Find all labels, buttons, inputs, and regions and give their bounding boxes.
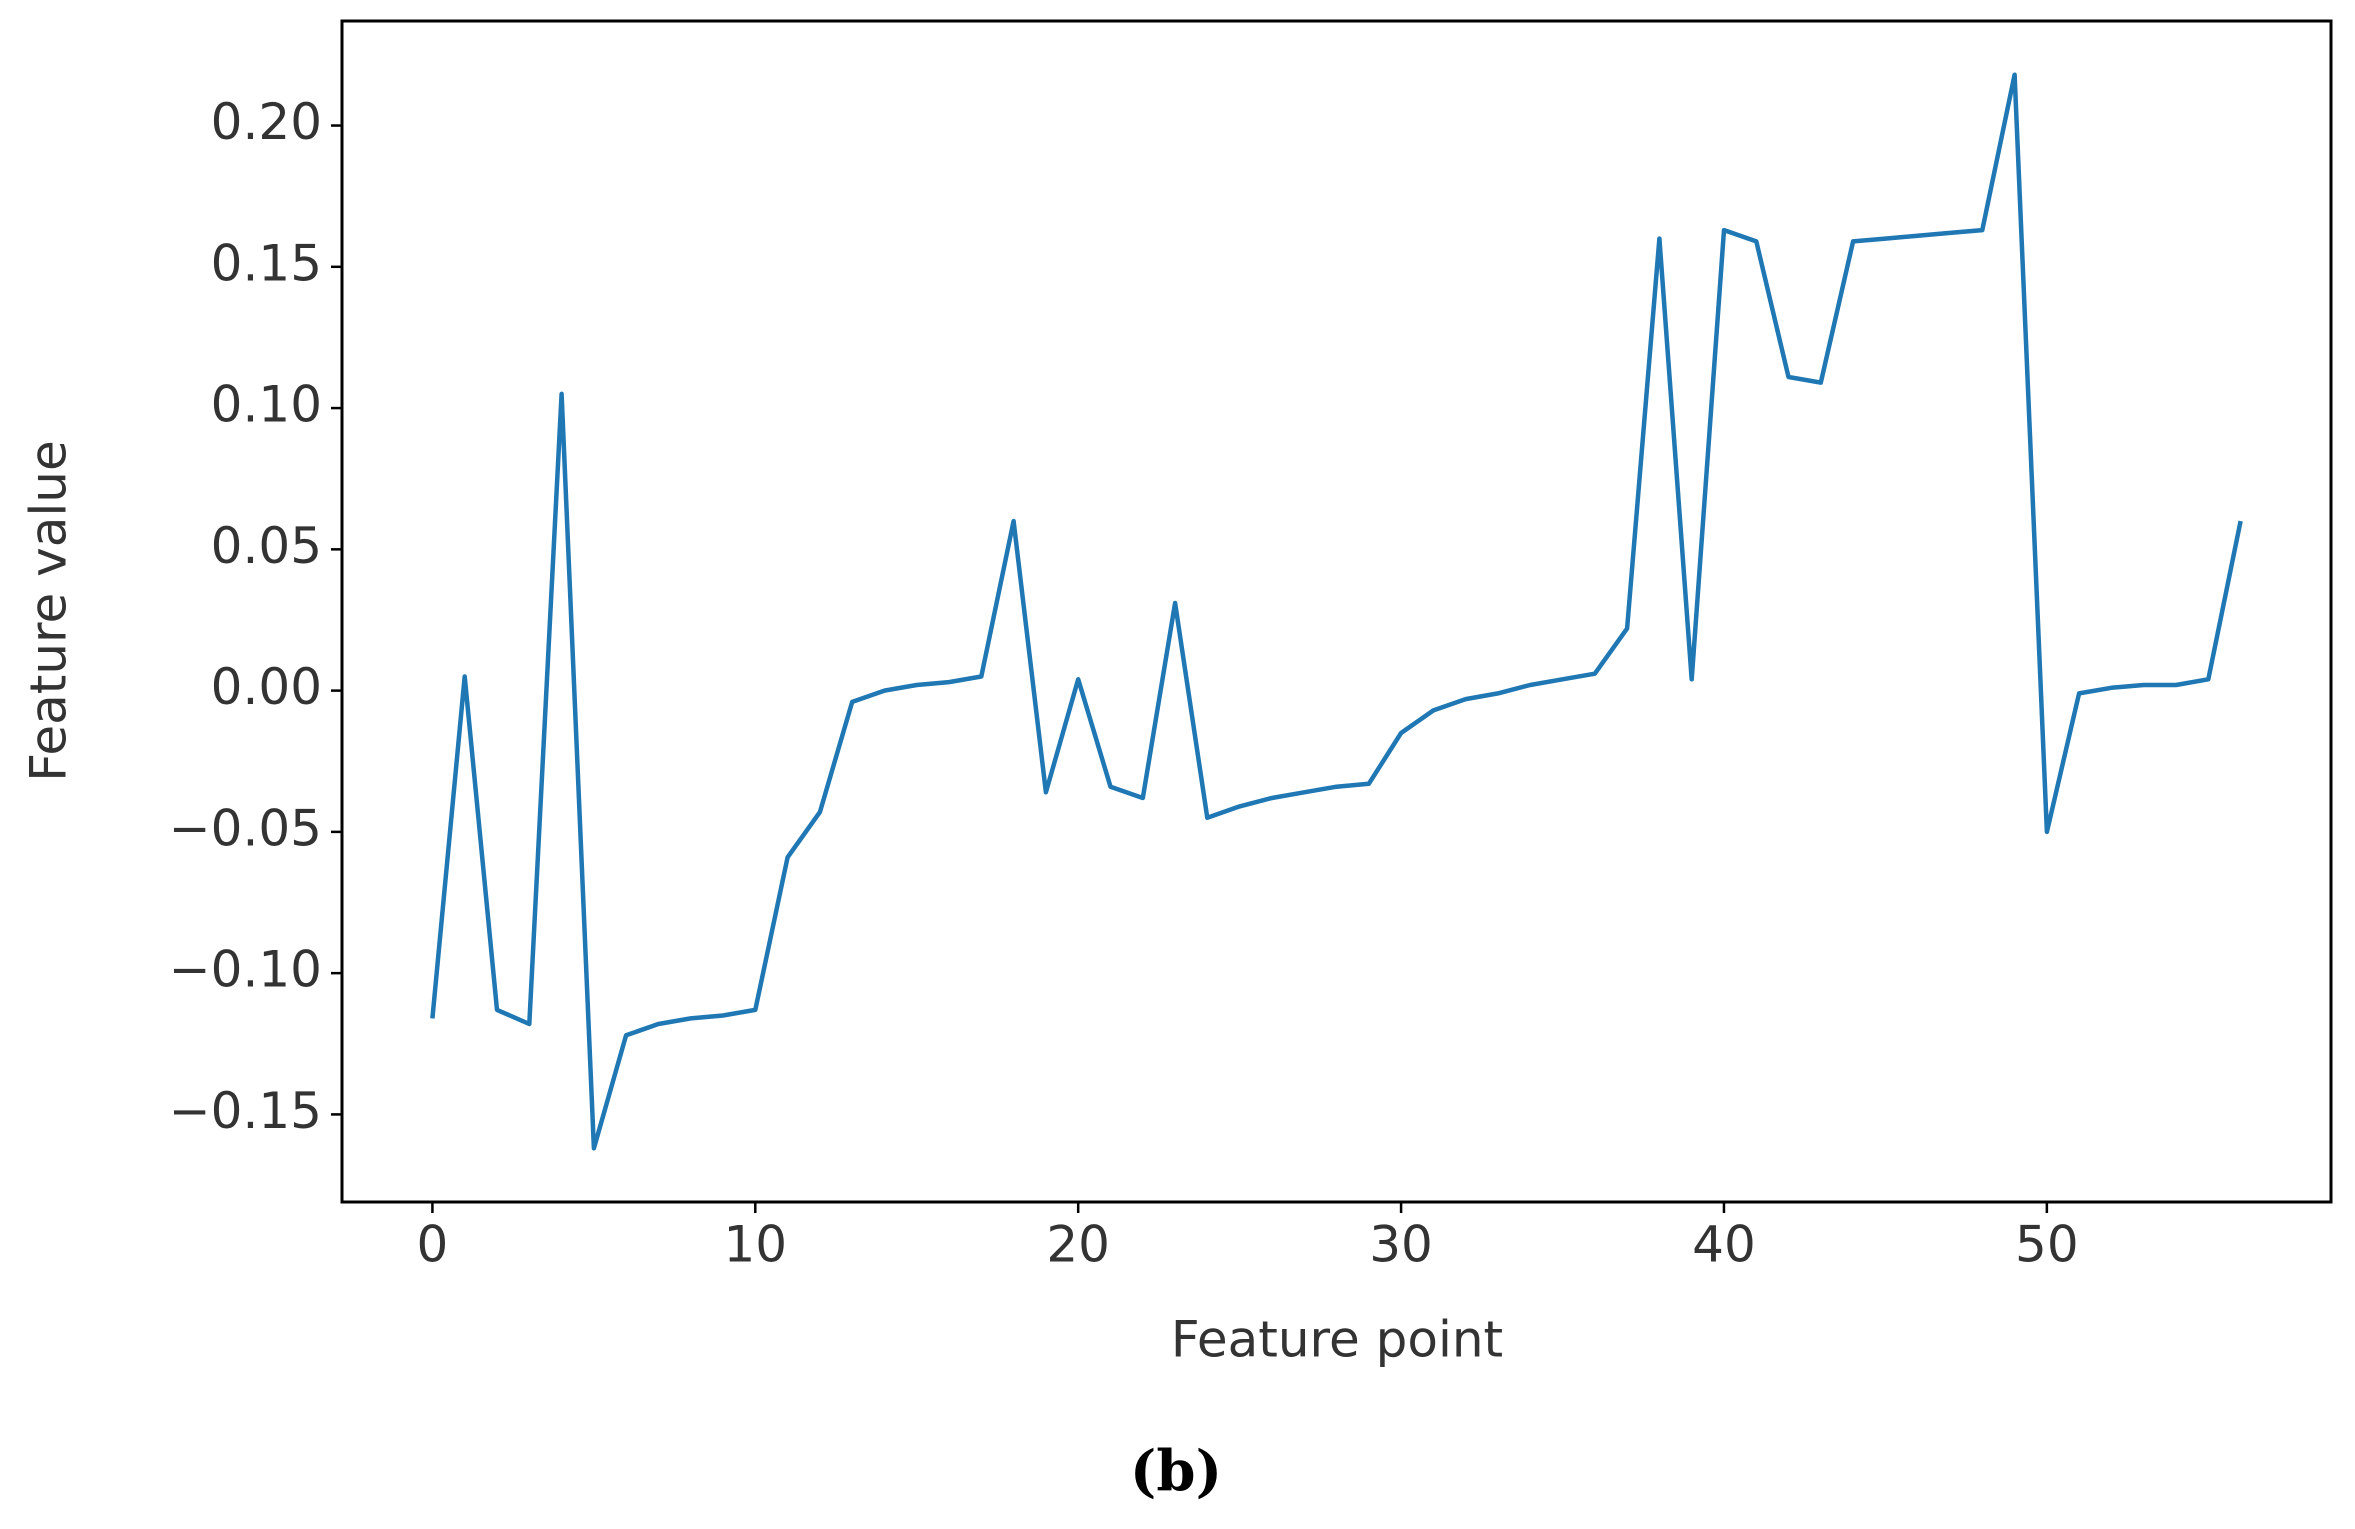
x-axis-label: Feature point xyxy=(1171,1311,1503,1369)
y-tick-label: 0.05 xyxy=(211,517,322,575)
x-tick-label: 30 xyxy=(1369,1216,1433,1274)
y-tick-label: 0.20 xyxy=(211,93,322,151)
y-tick-label: 0.15 xyxy=(211,234,322,292)
x-tick-label: 40 xyxy=(1692,1216,1756,1274)
y-tick-label: −0.10 xyxy=(169,941,322,999)
y-tick-label: 0.10 xyxy=(211,376,322,434)
y-axis-label: Feature value xyxy=(20,440,78,781)
plot-frame xyxy=(340,19,2333,1204)
y-tick-label: −0.05 xyxy=(169,799,322,857)
caption: (b) xyxy=(1130,1439,1222,1505)
x-tick-label: 50 xyxy=(2015,1216,2079,1274)
x-tick-label: 20 xyxy=(1046,1216,1110,1274)
y-tick-label: −0.15 xyxy=(169,1082,322,1140)
y-tick-label: 0.00 xyxy=(211,658,322,716)
x-tick-label: 0 xyxy=(417,1216,449,1274)
data-line xyxy=(430,72,2243,1151)
x-tick-label: 10 xyxy=(723,1216,787,1274)
